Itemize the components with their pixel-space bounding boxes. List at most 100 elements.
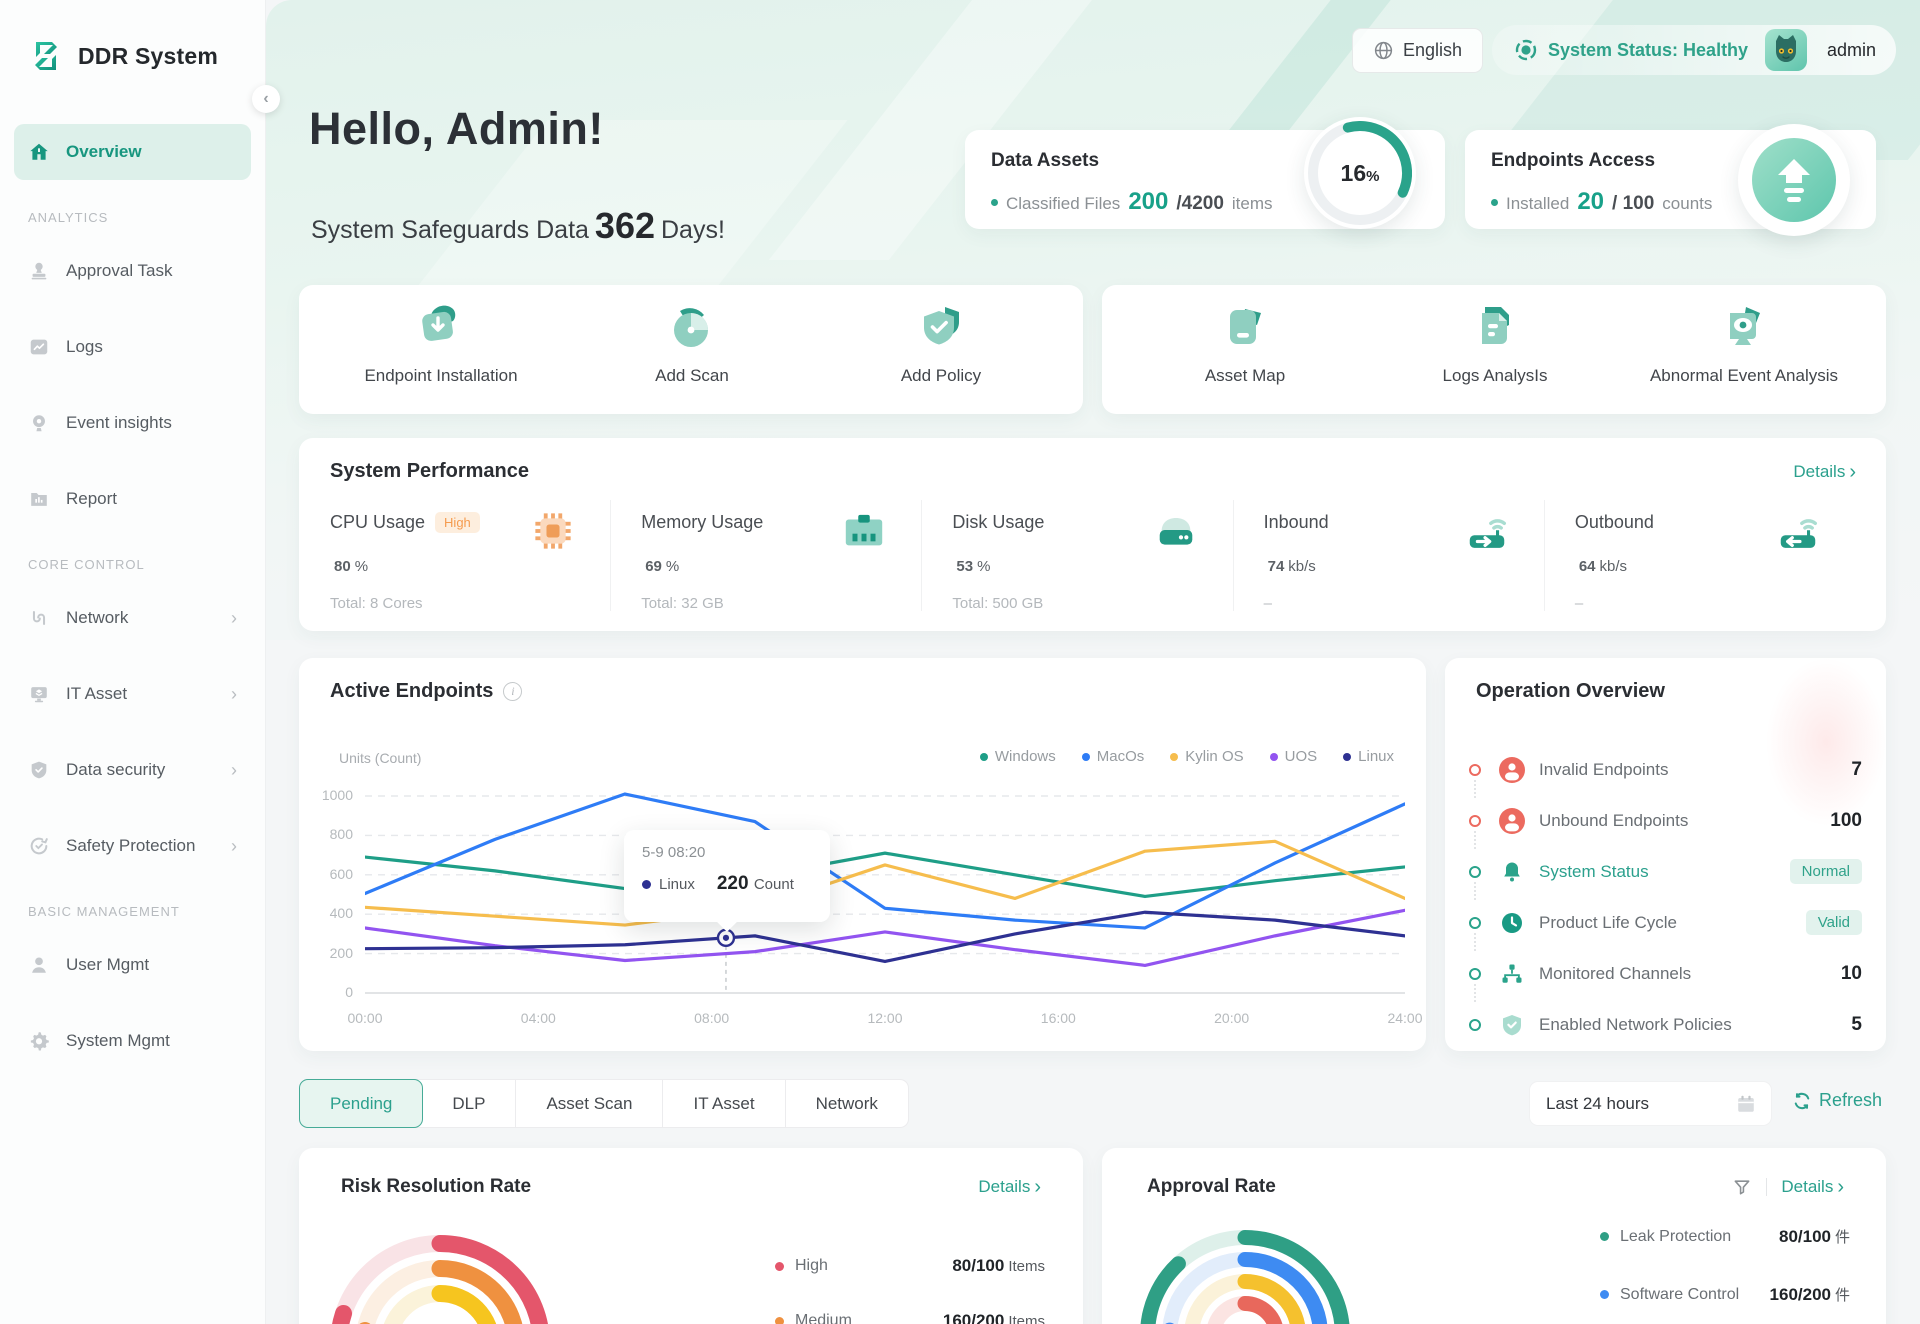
action-add-policy[interactable]: Add Policy [831, 301, 1051, 386]
sidebar-collapse-button[interactable]: ‹ [252, 85, 280, 113]
sidebar-item-label: Overview [66, 142, 142, 161]
performance-details-link[interactable]: Details › [1793, 460, 1856, 483]
filter-tabs: Pending DLP Asset Scan IT Asset Network [299, 1079, 909, 1128]
disk-icon [1159, 517, 1192, 545]
sidebar-item-approval-task[interactable]: Approval Task [14, 243, 251, 299]
data-assets-unit: items [1231, 194, 1273, 213]
globe-icon [1374, 41, 1393, 60]
action-label: Add Scan [655, 366, 729, 385]
approval-donut-chart [1140, 1230, 1350, 1324]
chart-legend: Windows MacOs Kylin OS UOS Linux [979, 748, 1394, 765]
filter-funnel-icon[interactable] [1732, 1177, 1752, 1197]
home-icon [30, 143, 48, 160]
op-row-label: Unbound Endpoints [1539, 810, 1689, 830]
op-row-system-status[interactable]: System Status Normal [1469, 846, 1862, 900]
endpoints-access-unit: counts [1662, 194, 1713, 213]
op-row-unbound-endpoints[interactable]: Unbound Endpoints 100 [1469, 795, 1862, 849]
user-alert-icon [1499, 807, 1525, 834]
refresh-icon [1794, 1092, 1810, 1109]
action-logs-analysis[interactable]: Logs AnalysIs [1385, 301, 1605, 386]
op-row-label: System Status [1539, 861, 1649, 881]
timeline-dot [1469, 865, 1481, 878]
sidebar-section-analytics: ANALYTICS [28, 210, 109, 225]
line-chart-plot[interactable] [365, 788, 1405, 1000]
legend-dot [979, 752, 988, 761]
sidebar-item-event-insights[interactable]: Event insights [14, 395, 251, 451]
topbar-status-pill: System Status: Healthy admin [1492, 25, 1896, 75]
chart-units-label: Units (Count) [339, 750, 422, 766]
legend-item-leak-protection: Leak Protection 80/100 件 [1600, 1226, 1850, 1247]
sidebar-item-system-mgmt[interactable]: System Mgmt [14, 1013, 251, 1069]
timeline-dot [1469, 1018, 1481, 1031]
shield-icon [31, 761, 47, 779]
legend-dot [775, 1316, 784, 1324]
sidebar-item-report[interactable]: Report [14, 471, 251, 527]
sidebar-item-network[interactable]: Network › [14, 590, 251, 646]
tab-pending[interactable]: Pending [299, 1079, 424, 1128]
tab-asset-scan[interactable]: Asset Scan [516, 1080, 664, 1127]
username[interactable]: admin [1826, 39, 1876, 60]
legend-item-medium: Medium 160/200 Items [775, 1311, 1045, 1324]
action-label: Abnormal Event Analysis [1649, 366, 1839, 385]
status-badge: Normal [1789, 859, 1862, 884]
metric-disk-usage: Disk Usage 53% Total: 500 GB [952, 500, 1234, 612]
sidebar-item-label: System Mgmt [66, 1031, 170, 1050]
risk-resolution-title: Risk Resolution Rate [341, 1176, 532, 1197]
network-icon [32, 611, 46, 625]
action-label: Endpoint Installation [364, 366, 518, 385]
refresh-button[interactable]: Refresh [1792, 1090, 1882, 1111]
page-greeting: Hello, Admin! [309, 103, 604, 154]
approval-rate-title: Approval Rate [1147, 1176, 1276, 1197]
status-healthy-icon [1515, 39, 1537, 61]
tooltip-value: 220 Count [716, 873, 794, 894]
op-row-value: 7 [1851, 758, 1862, 780]
action-label: Logs AnalysIs [1442, 366, 1548, 385]
metric-outbound: Outbound 64 kb/s – [1575, 500, 1855, 612]
eye-monitor-icon [1730, 307, 1760, 345]
language-button[interactable]: English [1352, 28, 1484, 73]
tooltip-series-name: Linux [659, 875, 695, 893]
risk-details-link[interactable]: Details › [978, 1176, 1041, 1198]
action-add-scan[interactable]: Add Scan [582, 301, 802, 386]
bullet-dot [1491, 198, 1498, 206]
sidebar-item-it-asset[interactable]: IT Asset › [14, 666, 251, 722]
op-row-enabled-network-policies[interactable]: Enabled Network Policies 5 [1469, 999, 1862, 1050]
tab-it-asset[interactable]: IT Asset [663, 1080, 786, 1127]
tab-dlp[interactable]: DLP [422, 1080, 517, 1127]
legend-item-kylinos[interactable]: Kylin OS [1170, 748, 1244, 765]
quick-actions-right-card: Asset Map Logs AnalysIs Abnormal Event A… [1102, 285, 1886, 414]
legend-item-windows[interactable]: Windows [979, 748, 1056, 765]
sidebar-item-label: Data security [66, 760, 166, 779]
sidebar-item-data-security[interactable]: Data security › [14, 742, 251, 798]
active-endpoints-card: Active Endpoints i Units (Count) Windows… [299, 658, 1426, 1051]
sidebar-item-user-mgmt[interactable]: User Mgmt [14, 937, 251, 993]
op-row-monitored-channels[interactable]: Monitored Channels 10 [1469, 948, 1862, 1002]
endpoints-access-label: Installed [1506, 194, 1570, 213]
time-range-select[interactable]: Last 24 hours [1529, 1081, 1772, 1126]
action-endpoint-installation[interactable]: Endpoint Installation [331, 301, 551, 386]
avatar[interactable] [1764, 29, 1807, 71]
legend-item-macos[interactable]: MacOs [1081, 748, 1144, 765]
legend-item-uos[interactable]: UOS [1269, 748, 1317, 765]
info-icon[interactable]: i [503, 682, 523, 701]
status-badge: Valid [1805, 910, 1862, 935]
timeline-dot [1469, 916, 1481, 929]
op-row-label: Invalid Endpoints [1539, 759, 1669, 779]
tab-network[interactable]: Network [815, 1093, 878, 1113]
legend-item-linux[interactable]: Linux [1343, 748, 1394, 765]
sidebar-item-safety-protection[interactable]: Safety Protection › [14, 818, 251, 874]
op-row-product-life-cycle[interactable]: Product Life Cycle Valid [1469, 897, 1862, 951]
sidebar-item-overview[interactable]: Overview [14, 124, 251, 180]
sidebar-item-logs[interactable]: Logs [14, 319, 251, 375]
action-asset-map[interactable]: Asset Map [1135, 301, 1355, 386]
quick-actions-left-card: Endpoint Installation Add Scan Add Polic… [299, 285, 1083, 414]
sidebar-item-label: Safety Protection [66, 836, 196, 855]
action-abnormal-event-analysis[interactable]: Abnormal Event Analysis [1634, 301, 1854, 386]
hero-days-count: 362 [594, 205, 655, 246]
chevron-right-icon: › [231, 835, 237, 856]
time-range-value: Last 24 hours [1546, 1093, 1650, 1113]
data-assets-title: Data Assets [991, 150, 1100, 171]
approval-details-link[interactable]: Details › [1781, 1176, 1844, 1198]
cat-avatar-icon [1775, 35, 1796, 62]
op-row-invalid-endpoints[interactable]: Invalid Endpoints 7 [1469, 744, 1862, 798]
